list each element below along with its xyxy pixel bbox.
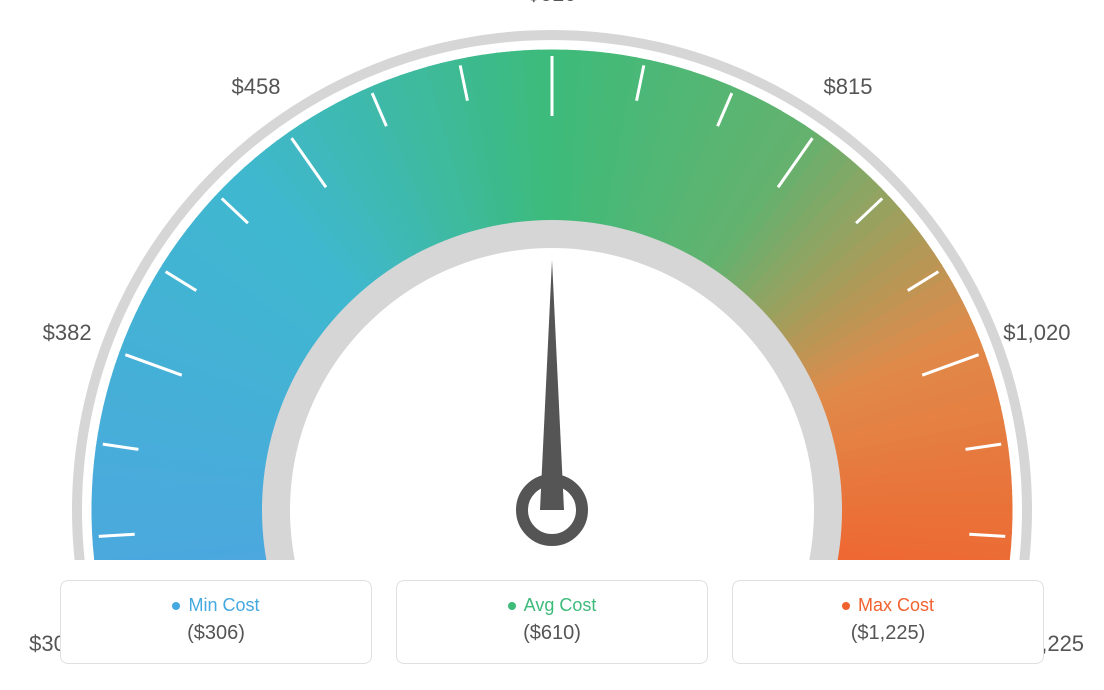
max-cost-label: Max Cost: [858, 595, 934, 616]
min-cost-value: ($306): [61, 622, 371, 645]
gauge-tick-label: $1,020: [1003, 320, 1070, 346]
avg-cost-value: ($610): [397, 622, 707, 645]
gauge-tick-label: $458: [231, 74, 280, 100]
max-cost-value: ($1,225): [733, 622, 1043, 645]
min-cost-card: Min Cost ($306): [60, 580, 372, 664]
gauge-chart: $306$382$458$610$815$1,020$1,225: [0, 0, 1104, 560]
cost-gauge-widget: $306$382$458$610$815$1,020$1,225 Min Cos…: [0, 0, 1104, 690]
min-cost-label-row: Min Cost: [172, 595, 259, 616]
gauge-svg: [0, 0, 1104, 560]
avg-cost-label: Avg Cost: [524, 595, 597, 616]
gauge-tick-label: $610: [528, 0, 577, 7]
min-cost-label: Min Cost: [188, 595, 259, 616]
max-cost-dot: [842, 602, 850, 610]
avg-cost-label-row: Avg Cost: [508, 595, 597, 616]
max-cost-label-row: Max Cost: [842, 595, 934, 616]
summary-cards: Min Cost ($306) Avg Cost ($610) Max Cost…: [60, 580, 1044, 664]
gauge-tick-label: $815: [824, 74, 873, 100]
avg-cost-card: Avg Cost ($610): [396, 580, 708, 664]
gauge-tick-label: $382: [43, 320, 92, 346]
max-cost-card: Max Cost ($1,225): [732, 580, 1044, 664]
avg-cost-dot: [508, 602, 516, 610]
min-cost-dot: [172, 602, 180, 610]
